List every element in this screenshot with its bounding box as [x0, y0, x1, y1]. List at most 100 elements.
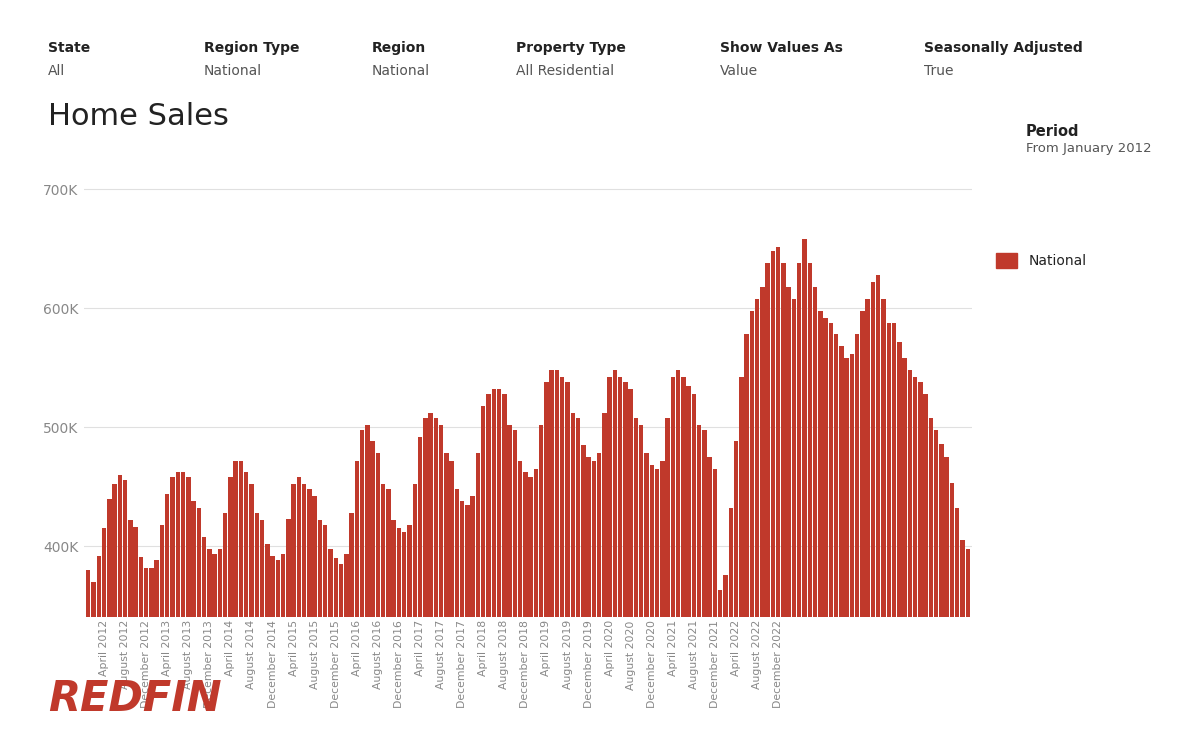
Bar	[544, 382, 548, 753]
Bar	[376, 453, 380, 753]
Bar	[892, 322, 896, 753]
Bar	[212, 554, 217, 753]
Bar	[492, 389, 496, 753]
Bar	[181, 472, 185, 753]
Bar	[640, 425, 643, 753]
Bar	[829, 322, 833, 753]
Bar	[808, 263, 812, 753]
Bar	[944, 457, 949, 753]
Bar	[91, 582, 96, 753]
Bar	[634, 418, 638, 753]
Bar	[587, 457, 590, 753]
Bar	[312, 496, 317, 753]
Text: Property Type: Property Type	[516, 41, 626, 56]
Text: Region: Region	[372, 41, 426, 56]
Bar	[128, 520, 132, 753]
Bar	[523, 472, 528, 753]
Bar	[418, 437, 422, 753]
Bar	[250, 484, 253, 753]
Bar	[655, 469, 659, 753]
Bar	[344, 554, 348, 753]
Bar	[934, 430, 938, 753]
Bar	[550, 370, 554, 753]
Bar	[629, 389, 632, 753]
Bar	[460, 501, 464, 753]
Bar	[718, 590, 722, 753]
Bar	[223, 513, 227, 753]
Bar	[881, 299, 886, 753]
Bar	[528, 477, 533, 753]
Bar	[702, 430, 707, 753]
Bar	[86, 570, 90, 753]
Text: REDFIN: REDFIN	[48, 678, 222, 720]
Bar	[860, 311, 865, 753]
Text: Period: Period	[1026, 124, 1080, 139]
Bar	[413, 484, 418, 753]
Bar	[139, 556, 143, 753]
Bar	[160, 525, 164, 753]
Bar	[713, 469, 718, 753]
Bar	[175, 472, 180, 753]
Bar	[565, 382, 570, 753]
Bar	[508, 425, 512, 753]
Bar	[734, 441, 738, 753]
Text: National: National	[372, 64, 430, 78]
Bar	[966, 548, 970, 753]
Bar	[122, 480, 127, 753]
Bar	[202, 537, 206, 753]
Bar	[671, 377, 676, 753]
Bar	[539, 425, 544, 753]
Bar	[360, 430, 365, 753]
Text: Home Sales: Home Sales	[48, 102, 229, 131]
Legend: National: National	[991, 248, 1092, 274]
Bar	[107, 498, 112, 753]
Bar	[155, 560, 158, 753]
Bar	[518, 461, 522, 753]
Bar	[913, 377, 917, 753]
Bar	[475, 453, 480, 753]
Bar	[781, 263, 786, 753]
Bar	[149, 568, 154, 753]
Bar	[728, 508, 733, 753]
Bar	[760, 287, 764, 753]
Bar	[613, 370, 617, 753]
Bar	[592, 461, 596, 753]
Bar	[845, 358, 848, 753]
Bar	[208, 548, 211, 753]
Bar	[750, 311, 754, 753]
Bar	[334, 558, 338, 753]
Bar	[281, 554, 286, 753]
Bar	[365, 425, 370, 753]
Bar	[755, 299, 760, 753]
Bar	[581, 445, 586, 753]
Bar	[439, 425, 443, 753]
Bar	[839, 346, 844, 753]
Bar	[940, 444, 943, 753]
Text: True: True	[924, 64, 954, 78]
Bar	[676, 370, 680, 753]
Bar	[792, 299, 797, 753]
Text: Seasonally Adjusted: Seasonally Adjusted	[924, 41, 1082, 56]
Bar	[302, 484, 306, 753]
Bar	[191, 501, 196, 753]
Bar	[402, 532, 407, 753]
Bar	[433, 418, 438, 753]
Bar	[818, 311, 822, 753]
Bar	[338, 564, 343, 753]
Text: All: All	[48, 64, 65, 78]
Bar	[766, 263, 770, 753]
Bar	[929, 418, 934, 753]
Bar	[644, 453, 649, 753]
Bar	[244, 472, 248, 753]
Bar	[770, 252, 775, 753]
Bar	[918, 382, 923, 753]
Bar	[691, 394, 696, 753]
Bar	[776, 246, 780, 753]
Bar	[739, 377, 744, 753]
Text: State: State	[48, 41, 90, 56]
Bar	[259, 520, 264, 753]
Bar	[812, 287, 817, 753]
Bar	[349, 513, 354, 753]
Bar	[665, 418, 670, 753]
Bar	[660, 461, 665, 753]
